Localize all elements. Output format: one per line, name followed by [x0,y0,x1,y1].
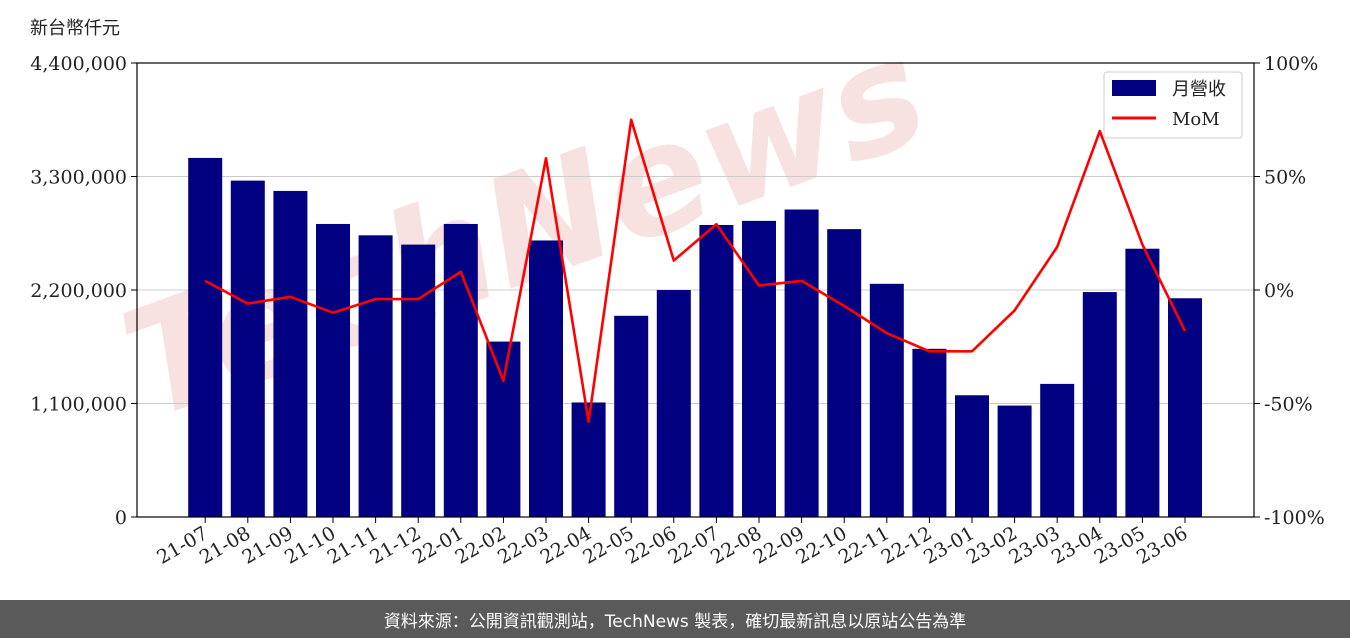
bar [784,209,819,517]
y-left-tick-label: 2,200,000 [30,280,127,302]
y-left-tick-label: 0 [115,507,127,529]
bar [358,235,393,517]
footer-text: 資料來源：公開資訊觀測站，TechNews 製表，確切最新訊息以原站公告為準 [383,611,967,632]
source-footer: 資料來源：公開資訊觀測站，TechNews 製表，確切最新訊息以原站公告為準 [0,600,1350,638]
bar [316,223,350,518]
bar [869,283,904,517]
legend-label-revenue: 月營收 [1172,79,1226,100]
bar [827,229,862,517]
bar [486,341,521,517]
line-series [204,118,1187,424]
y-left-tick-label: 4,400,000 [30,53,127,75]
bar [1125,248,1160,517]
y-right-tick-label: -100% [1264,507,1325,529]
bar [1040,383,1075,517]
chart: TechNews 0 1,100,000 2,200,000 3,300,000 4,4… [30,5,1325,569]
technews-watermark: TechNews [103,5,948,454]
y-right-tick-label: 0% [1264,280,1294,302]
y-left-tick-label: 3,300,000 [30,167,127,189]
bar [955,395,989,517]
legend-swatch-bar [1112,80,1156,96]
svg-text:TechNews: TechNews [103,5,948,454]
bar [188,157,223,517]
bar [912,348,947,517]
legend: 月營收 MoM [1103,71,1243,139]
mom-line [204,118,1187,424]
bar [1082,292,1117,517]
bar [699,224,734,517]
y-right-tick-label: 50% [1264,167,1306,189]
bar [273,190,308,518]
y-right-tick-label: 100% [1264,53,1318,75]
bar [997,405,1032,517]
bar [230,180,265,518]
y-right-tick-label: -50% [1264,394,1313,416]
bar [529,240,563,518]
legend-label-mom: MoM [1172,109,1220,130]
bar [614,315,649,517]
bar [401,244,436,517]
bar [1168,298,1202,517]
bar-series [188,157,1202,518]
y-left-tick-label: 1,100,000 [30,394,127,416]
bar [443,223,478,518]
bar [742,220,776,518]
bar [656,290,691,517]
y-axis-unit-label: 新台幣仟元 [30,18,120,39]
